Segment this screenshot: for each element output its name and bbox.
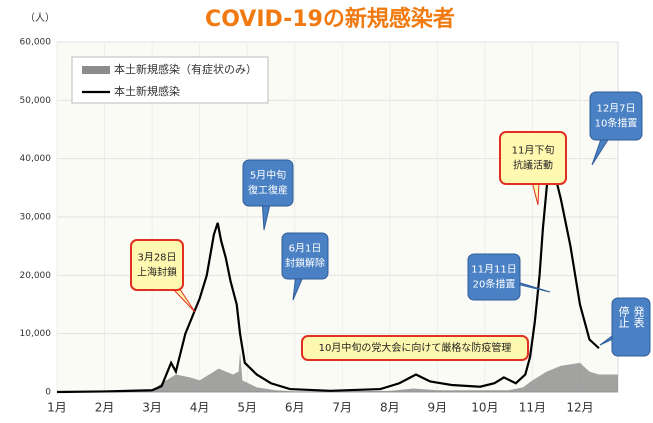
callout-box: [301, 335, 529, 361]
y-tick-label: 40,000: [20, 154, 52, 164]
y-tick-label: 0: [45, 388, 51, 398]
legend-swatch: [82, 66, 110, 74]
callout-tail-fill: [488, 277, 500, 281]
callout-text: 10条措置: [595, 117, 638, 130]
x-tick-label: 12月: [566, 401, 593, 415]
x-tick-label: 7月: [332, 401, 352, 415]
callout-tail-fill: [610, 116, 622, 120]
x-tick-label: 5月: [237, 401, 257, 415]
line: [56, 154, 600, 394]
y-tick-label: 20,000: [20, 271, 52, 281]
y-tick-label: 10,000: [20, 329, 52, 339]
callout-text: 6月1日: [289, 243, 322, 255]
callout-text: 抗議活動: [513, 159, 553, 172]
callout-text: 11月下旬: [512, 144, 555, 157]
callout-text: 12月7日: [596, 103, 635, 115]
chart-title: COVID-19の新規感染者: [205, 6, 455, 32]
y-tick-label: 30,000: [20, 213, 52, 223]
callout-tail-fill: [299, 256, 311, 260]
callout-text: 発表: [632, 305, 645, 329]
callout-text: 封鎖解除: [285, 257, 325, 270]
callout-text: 5月中旬: [250, 169, 286, 182]
callout-tail-fill: [527, 158, 539, 162]
callout-text: 10月中旬の党大会に向けて厳格な防疫管理: [319, 341, 512, 354]
y-tick-label: 50,000: [20, 96, 52, 106]
area: [57, 351, 618, 392]
legend-label: 本土新規感染: [114, 84, 180, 98]
y-axis-label: （人）: [25, 12, 55, 24]
callout-tail-fill: [151, 265, 163, 269]
x-tick-label: 6月: [285, 401, 305, 415]
legend-box: [71, 56, 269, 104]
callout-text: 20条措置: [473, 278, 516, 291]
callout-text: 復工復産: [248, 184, 288, 197]
y-tick-label: 60,000: [20, 38, 52, 48]
x-tick-label: 9月: [428, 401, 448, 415]
x-tick-label: 4月: [190, 401, 210, 415]
x-tick-label: 1月: [47, 401, 67, 415]
x-tick-label: 10月: [471, 401, 498, 415]
callout-text: 上海封鎖: [137, 266, 177, 279]
x-tick-label: 3月: [142, 401, 162, 415]
callout-text: 停止: [617, 305, 630, 328]
callout-tail-fill: [625, 327, 637, 331]
callout-text: 11月11日: [471, 264, 516, 276]
x-tick-label: 8月: [380, 401, 400, 415]
x-tick-label: 11月: [519, 401, 546, 415]
x-tick-label: 2月: [95, 401, 115, 415]
callout-text: 3月28日: [137, 252, 176, 264]
callout-tail-fill: [262, 183, 274, 187]
legend-label: 本土新規感染（有症状のみ）: [114, 62, 257, 76]
